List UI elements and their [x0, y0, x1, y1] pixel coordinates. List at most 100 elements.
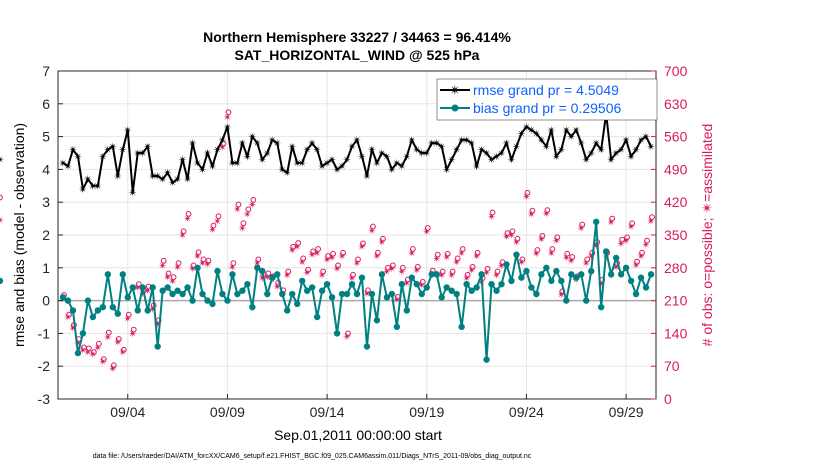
- obs-assimilated-marker: ✴: [547, 247, 556, 260]
- obs-assimilated-marker: ✴: [322, 253, 331, 266]
- rmse-point: ✴: [572, 124, 581, 137]
- bias-point: [298, 277, 306, 285]
- obs-assimilated-marker: ✴: [188, 263, 197, 276]
- obs-possible-marker: [360, 240, 366, 247]
- obs-possible-marker: [160, 257, 167, 264]
- bias-point: [109, 303, 117, 311]
- obs-assimilated-marker: ✴: [502, 230, 511, 243]
- obs-assimilated-marker: ✴: [293, 241, 302, 254]
- obs-possible-marker: [345, 330, 351, 337]
- rmse-point: ✴: [313, 144, 322, 157]
- obs-assimilated-marker: ✴: [417, 279, 426, 292]
- obs-assimilated-marker: ✴: [223, 111, 232, 124]
- bias-point: [533, 290, 540, 298]
- bias-point: [568, 271, 575, 278]
- bias-point: [104, 271, 112, 278]
- bias-point: [259, 267, 266, 275]
- obs-possible-marker: [285, 268, 292, 275]
- obs-assimilated-marker: ✴: [218, 141, 227, 154]
- obs-assimilated-marker: ✴: [522, 191, 531, 204]
- obs-assimilated-marker: ✴: [273, 281, 282, 294]
- bias-point: [443, 284, 450, 291]
- rmse-point: ✴: [427, 137, 436, 150]
- bias-point: [249, 303, 256, 311]
- y-right-tick-label: 560: [664, 129, 688, 145]
- rmse-point: ✴: [412, 144, 421, 157]
- obs-assimilated-marker: ✴: [168, 275, 177, 288]
- rmse-point: ✴: [188, 137, 197, 150]
- rmse-point: ✴: [143, 140, 152, 153]
- obs-possible-marker: [370, 223, 376, 230]
- obs-assimilated-marker: ✴: [377, 236, 386, 249]
- rmse-point: ✴: [213, 144, 222, 157]
- bias-point: [59, 294, 67, 301]
- rmse-point: ✴: [587, 147, 596, 160]
- obs-possible-marker: [215, 213, 222, 220]
- rmse-point: ✴: [547, 124, 556, 137]
- obs-assimilated-marker: ✴: [597, 277, 606, 290]
- bias-point: [378, 271, 386, 278]
- obs-possible-marker: [0, 194, 3, 201]
- bias-point: [513, 251, 520, 258]
- bias-point: [74, 349, 82, 357]
- bias-point: [388, 290, 396, 298]
- bias-point: [538, 271, 545, 278]
- obs-assimilated-marker: ✴: [607, 216, 616, 229]
- obs-possible-marker: [95, 340, 102, 347]
- bias-point: [119, 271, 126, 278]
- obs-assimilated-marker: ✴: [308, 249, 317, 262]
- bias-point: [368, 290, 376, 298]
- rmse-point: ✴: [288, 140, 297, 153]
- obs-assimilated-marker: ✴: [337, 250, 346, 263]
- obs-assimilated-marker: ✴: [646, 215, 655, 228]
- obs-assimilated-marker: ✴: [422, 225, 431, 238]
- obs-assimilated-marker: ✴: [362, 288, 371, 301]
- rmse-point: ✴: [377, 147, 386, 160]
- rmse-point: ✴: [532, 127, 541, 140]
- rmse-point: ✴: [113, 170, 122, 183]
- legend-bias-marker: [451, 104, 459, 112]
- bias-point: [84, 297, 92, 304]
- obs-assimilated-marker: ✴: [183, 213, 192, 226]
- obs-assimilated-marker: ✴: [492, 269, 501, 282]
- y-tick-label: 3: [42, 194, 50, 210]
- obs-assimilated-marker: ✴: [397, 266, 406, 279]
- obs-possible-marker: [330, 250, 336, 257]
- obs-possible-marker: [350, 271, 356, 278]
- obs-possible-marker: [175, 260, 182, 267]
- obs-assimilated-marker: ✴: [248, 199, 257, 212]
- rmse-point: ✴: [243, 150, 252, 163]
- rmse-point: ✴: [203, 147, 212, 160]
- rmse-point: ✴: [452, 144, 461, 157]
- obs-assimilated-marker: ✴: [233, 203, 242, 216]
- rmse-point: ✴: [153, 170, 162, 183]
- bias-point: [403, 307, 411, 314]
- bias-point: [274, 271, 281, 278]
- obs-possible-marker: [105, 329, 112, 336]
- rmse-point: ✴: [542, 140, 551, 153]
- obs-possible-marker: [504, 230, 511, 237]
- obs-possible-marker: [385, 264, 391, 271]
- rmse-point: ✴: [342, 154, 351, 167]
- obs-possible-marker: [110, 362, 117, 369]
- obs-assimilated-marker: ✴: [631, 259, 640, 272]
- obs-possible-marker: [524, 189, 531, 196]
- bias-point: [607, 271, 615, 278]
- obs-assimilated-marker: ✴: [407, 247, 416, 260]
- bias-point: [622, 264, 630, 271]
- obs-assimilated-marker: ✴: [367, 224, 376, 237]
- obs-assimilated-marker: ✴: [636, 250, 645, 263]
- bias-point: [214, 267, 221, 275]
- legend[interactable]: ✴ rmse grand pr = 4.5049 bias grand pr =…: [436, 78, 658, 121]
- bias-point: [338, 290, 346, 298]
- rmse-point: ✴: [457, 134, 466, 147]
- bias-point: [612, 254, 620, 262]
- obs-assimilated-marker: ✴: [621, 235, 630, 248]
- obs-possible-marker: [579, 221, 586, 228]
- rmse-point: ✴: [168, 177, 177, 190]
- bias-point: [448, 287, 455, 294]
- bias-point: [264, 290, 271, 298]
- obs-assimilated-marker: ✴: [567, 254, 576, 267]
- rmse-point: ✴: [103, 144, 112, 157]
- obs-assimilated-marker: ✴: [577, 222, 586, 235]
